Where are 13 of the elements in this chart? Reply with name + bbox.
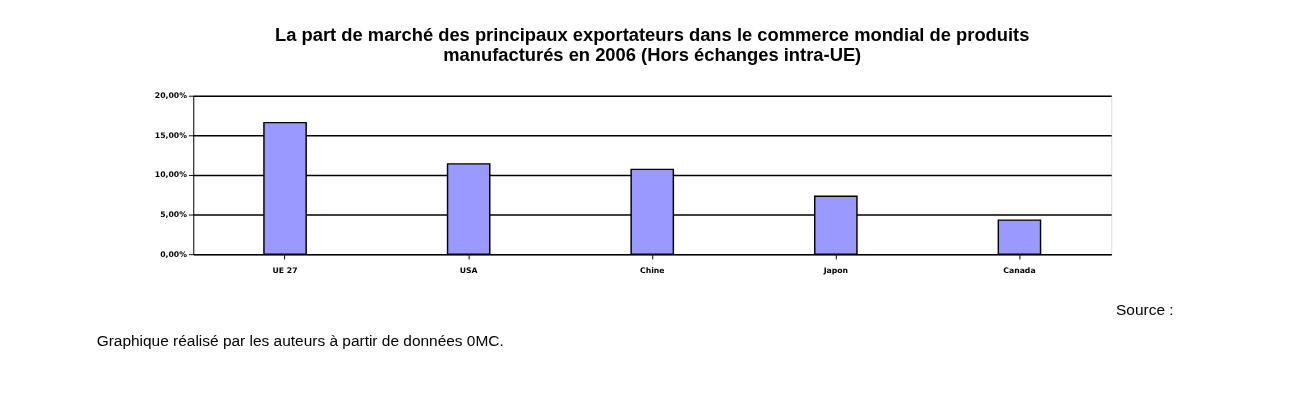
x-tick-label: Canada <box>1003 266 1036 276</box>
x-tick-label: USA <box>459 266 478 276</box>
chart-title: La part de marché des principaux exportateurs dans le commerce mondial de produits manufacturés en 2006 (Hors échanges intra-UE) <box>275 23 1030 65</box>
source-note: Source : <box>1116 301 1174 319</box>
y-tick-label: 5,00% <box>160 209 188 219</box>
y-tick-label: 15,00% <box>154 130 188 140</box>
x-tick-label: Japon <box>822 266 849 276</box>
x-tick-label: Chine <box>639 266 665 276</box>
text: Graphique réalisé par les auteurs à partir de données 0MC. <box>96 331 504 349</box>
x-tick-label: UE 27 <box>272 266 298 276</box>
y-tick-label: 20,00% <box>154 91 188 101</box>
y-tick-label: 10,00% <box>154 170 188 180</box>
y-tick-label: 0,00% <box>160 249 188 259</box>
